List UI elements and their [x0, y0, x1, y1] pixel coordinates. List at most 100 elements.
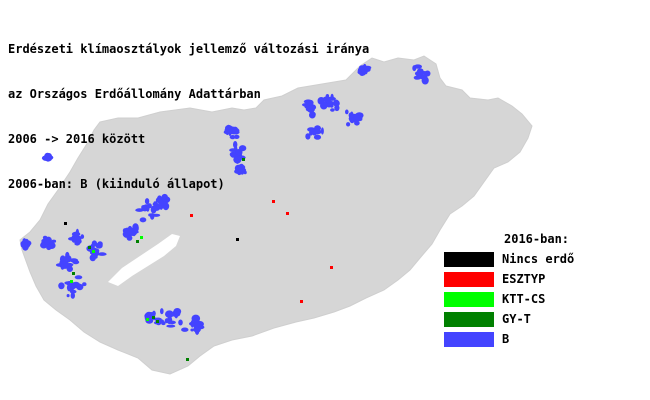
forest-b-patch [193, 324, 200, 331]
forest-b-patch [229, 151, 237, 158]
legend-swatch [444, 332, 494, 347]
lake-balaton [108, 234, 180, 286]
forest-speck [236, 238, 239, 241]
forest-b-patch [236, 166, 245, 174]
forest-b-patch [355, 117, 363, 122]
forest-b-patch [44, 152, 51, 161]
forest-b-patch [346, 122, 351, 127]
forest-b-patch [66, 294, 70, 298]
forest-b-patch [233, 134, 240, 139]
forest-b-patch [325, 94, 330, 99]
forest-b-patch [307, 99, 314, 106]
forest-b-patch [364, 67, 371, 72]
forest-b-patch [165, 310, 174, 318]
forest-b-patch [69, 283, 75, 289]
forest-b-patch [307, 127, 316, 132]
forest-b-patch [71, 231, 81, 237]
forest-b-patch [42, 235, 48, 240]
forest-b-patch [320, 127, 324, 135]
legend-label: GY-T [502, 312, 531, 326]
forest-b-patch [141, 205, 147, 210]
forest-b-patch [229, 135, 236, 140]
forest-b-patch [62, 260, 69, 265]
forest-b-patch [317, 97, 325, 105]
title-line-3: 2006 -> 2016 között [8, 132, 146, 146]
forest-b-patch [97, 252, 107, 256]
forest-b-patch [46, 245, 52, 251]
legend-swatch [444, 312, 494, 327]
forest-b-patch [225, 125, 233, 132]
title-line-1: Erdészeti klímaosztályok jellemző változ… [8, 42, 370, 56]
title-line-4: 2006-ban: B (kiinduló állapot) [8, 177, 225, 191]
legend-label: KTT-CS [502, 292, 546, 306]
forest-b-patch [305, 133, 311, 140]
forest-speck [156, 320, 159, 323]
forest-b-patch [152, 213, 161, 217]
forest-b-patch [237, 151, 243, 156]
forest-b-patch [133, 225, 139, 232]
forest-speck [136, 240, 139, 243]
legend-swatch [444, 252, 494, 267]
forest-b-patch [160, 308, 164, 315]
forest-b-patch [66, 266, 74, 272]
legend-swatch [444, 292, 494, 307]
legend-title: 2016-ban: [504, 232, 570, 246]
forest-b-patch [190, 320, 194, 328]
forest-b-patch [333, 100, 340, 107]
forest-b-patch [97, 241, 103, 247]
forest-b-patch [76, 237, 81, 243]
forest-b-patch [178, 319, 183, 326]
forest-b-patch [194, 319, 200, 324]
forest-b-patch [44, 240, 53, 244]
forest-speck [272, 200, 275, 203]
forest-b-patch [157, 200, 164, 205]
forest-b-patch [82, 282, 87, 287]
forest-b-patch [91, 240, 97, 247]
forest-b-patch [144, 198, 150, 205]
forest-b-patch [229, 148, 238, 153]
forest-b-patch [152, 202, 159, 206]
forest-b-patch [313, 134, 322, 140]
forest-b-patch [166, 324, 176, 328]
forest-b-patch [329, 103, 334, 108]
forest-speck [70, 280, 73, 283]
forest-b-patch [58, 282, 65, 290]
legend-label: B [502, 332, 510, 346]
forest-b-patch [416, 70, 423, 78]
forest-b-patch [135, 208, 144, 212]
forest-b-patch [173, 308, 182, 315]
title-line-2: az Országos Erdőállomány Adattárban [8, 87, 261, 101]
forest-b-patch [160, 195, 167, 200]
forest-b-patch [423, 73, 428, 80]
forest-b-patch [51, 239, 57, 243]
forest-speck [72, 272, 75, 275]
forest-b-patch [354, 120, 360, 126]
forest-speck [186, 358, 189, 361]
forest-b-patch [235, 159, 239, 164]
forest-speck [146, 318, 149, 321]
forest-speck [64, 222, 67, 225]
forest-b-patch [190, 328, 194, 332]
forest-b-patch [345, 109, 349, 115]
forest-speck [88, 246, 91, 249]
forest-speck [242, 158, 245, 161]
forest-speck [152, 316, 155, 319]
forest-b-patch [159, 204, 166, 209]
forest-b-patch [145, 313, 154, 319]
forest-b-patch [21, 240, 28, 249]
forest-speck [92, 250, 95, 253]
forest-b-patch [309, 111, 316, 119]
forest-speck [190, 214, 193, 217]
forest-b-patch [307, 105, 315, 113]
forest-speck [140, 236, 143, 239]
forest-b-patch [317, 126, 321, 130]
forest-b-patch [233, 141, 238, 149]
forest-b-patch [412, 65, 417, 72]
forest-b-patch [70, 292, 76, 299]
legend-label: Nincs erdő [502, 252, 575, 266]
forest-b-patch [122, 228, 127, 234]
forest-b-patch [68, 237, 77, 241]
forest-b-patch [181, 327, 189, 332]
forest-b-patch [66, 255, 72, 263]
